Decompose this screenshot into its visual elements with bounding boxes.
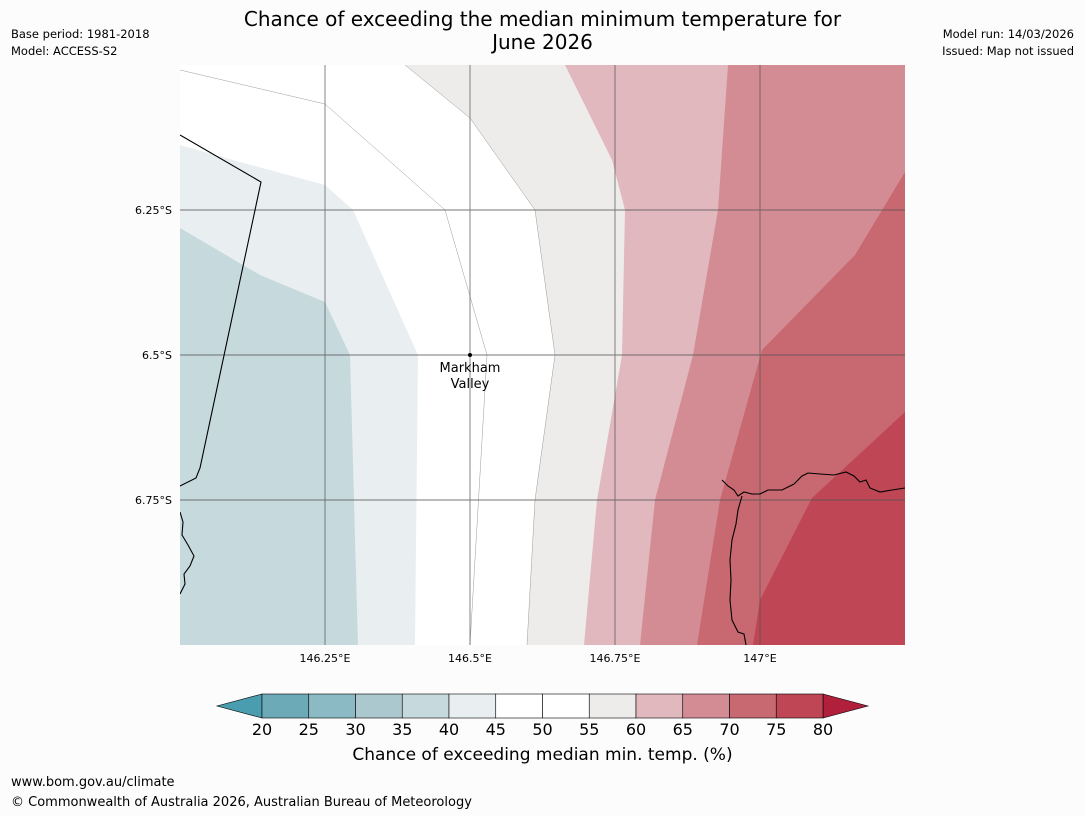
title-line-1: Chance of exceeding the median minimum t… — [243, 7, 842, 31]
place-label-line-2: Valley — [451, 377, 490, 392]
colorbar-tick-label: 40 — [439, 720, 459, 739]
map-title: Chance of exceeding the median minimum t… — [0, 8, 1085, 54]
colorbar-tick-label: 20 — [252, 720, 272, 739]
meta-right: Model run: 14/03/2026 Issued: Map not is… — [942, 26, 1074, 60]
colorbar-tick-label: 80 — [813, 720, 833, 739]
colorbar-label: Chance of exceeding median min. temp. (%… — [352, 745, 733, 765]
title-line-2: June 2026 — [492, 30, 593, 54]
colorbar-segment — [775, 693, 824, 719]
lat-label-6-75: 6.75°S — [135, 494, 172, 507]
zone-75-80 — [753, 412, 905, 645]
footer-url[interactable]: www.bom.gov.au/climate — [11, 775, 175, 790]
colorbar-tick-label: 50 — [532, 720, 552, 739]
location-marker[interactable] — [468, 353, 472, 357]
base-period: Base period: 1981-2018 — [11, 27, 150, 41]
colorbar-segment — [682, 693, 730, 719]
colorbar-segment — [729, 693, 777, 719]
lon-label-146-25: 146.25°E — [300, 652, 351, 665]
colorbar-tick-label: 70 — [719, 720, 739, 739]
zone-35-40 — [180, 228, 358, 645]
colorbar-segment — [495, 693, 543, 719]
meta-left: Base period: 1981-2018 Model: ACCESS-S2 — [11, 26, 150, 60]
footer-copyright: © Commonwealth of Australia 2026, Austra… — [11, 795, 472, 810]
contour-line — [404, 65, 556, 645]
colorbar-tick-label: 65 — [673, 720, 693, 739]
place-label-line-1: Markham — [440, 361, 501, 376]
boundary-line — [180, 134, 262, 487]
colorbar-tick-label: 55 — [579, 720, 599, 739]
coastline-gulf — [721, 471, 905, 497]
lon-label-146-5: 146.5°E — [448, 652, 492, 665]
colorbar-under-arrow — [215, 693, 263, 719]
issued-status: Issued: Map not issued — [942, 44, 1074, 58]
model-name: Model: ACCESS-S2 — [11, 44, 118, 58]
colorbar-segment — [588, 693, 637, 719]
model-run: Model run: 14/03/2026 — [942, 27, 1074, 41]
colorbar-tick-label: 30 — [345, 720, 365, 739]
colorbar-tick-label: 75 — [766, 720, 786, 739]
colorbar-segment — [542, 693, 590, 719]
lat-label-6-5: 6.5°S — [142, 349, 172, 362]
colorbar-segment — [261, 693, 310, 719]
lon-label-146-75: 146.75°E — [590, 652, 641, 665]
map-area[interactable] — [180, 65, 905, 645]
colorbar-tick-label: 35 — [392, 720, 412, 739]
colorbar-tick-label: 60 — [626, 720, 646, 739]
colorbar-over-arrow — [822, 693, 870, 719]
colorbar: 20 25 30 35 40 45 50 55 60 65 70 75 80 — [215, 693, 870, 739]
lon-label-147: 147°E — [743, 652, 776, 665]
colorbar-segment — [401, 693, 450, 719]
coastline-west — [180, 511, 195, 595]
lat-label-6-25: 6.25°S — [135, 204, 172, 217]
colorbar-segment — [635, 693, 684, 719]
coastline-east — [729, 495, 747, 645]
map-figure: Markham Valley 6.25°S 6.5°S 6.75°S 146.2… — [135, 65, 905, 739]
colorbar-tick-label: 45 — [486, 720, 506, 739]
colorbar-segment — [448, 693, 497, 719]
colorbar-segment — [308, 693, 356, 719]
colorbar-tick-label: 25 — [299, 720, 319, 739]
colorbar-segment — [355, 693, 403, 719]
